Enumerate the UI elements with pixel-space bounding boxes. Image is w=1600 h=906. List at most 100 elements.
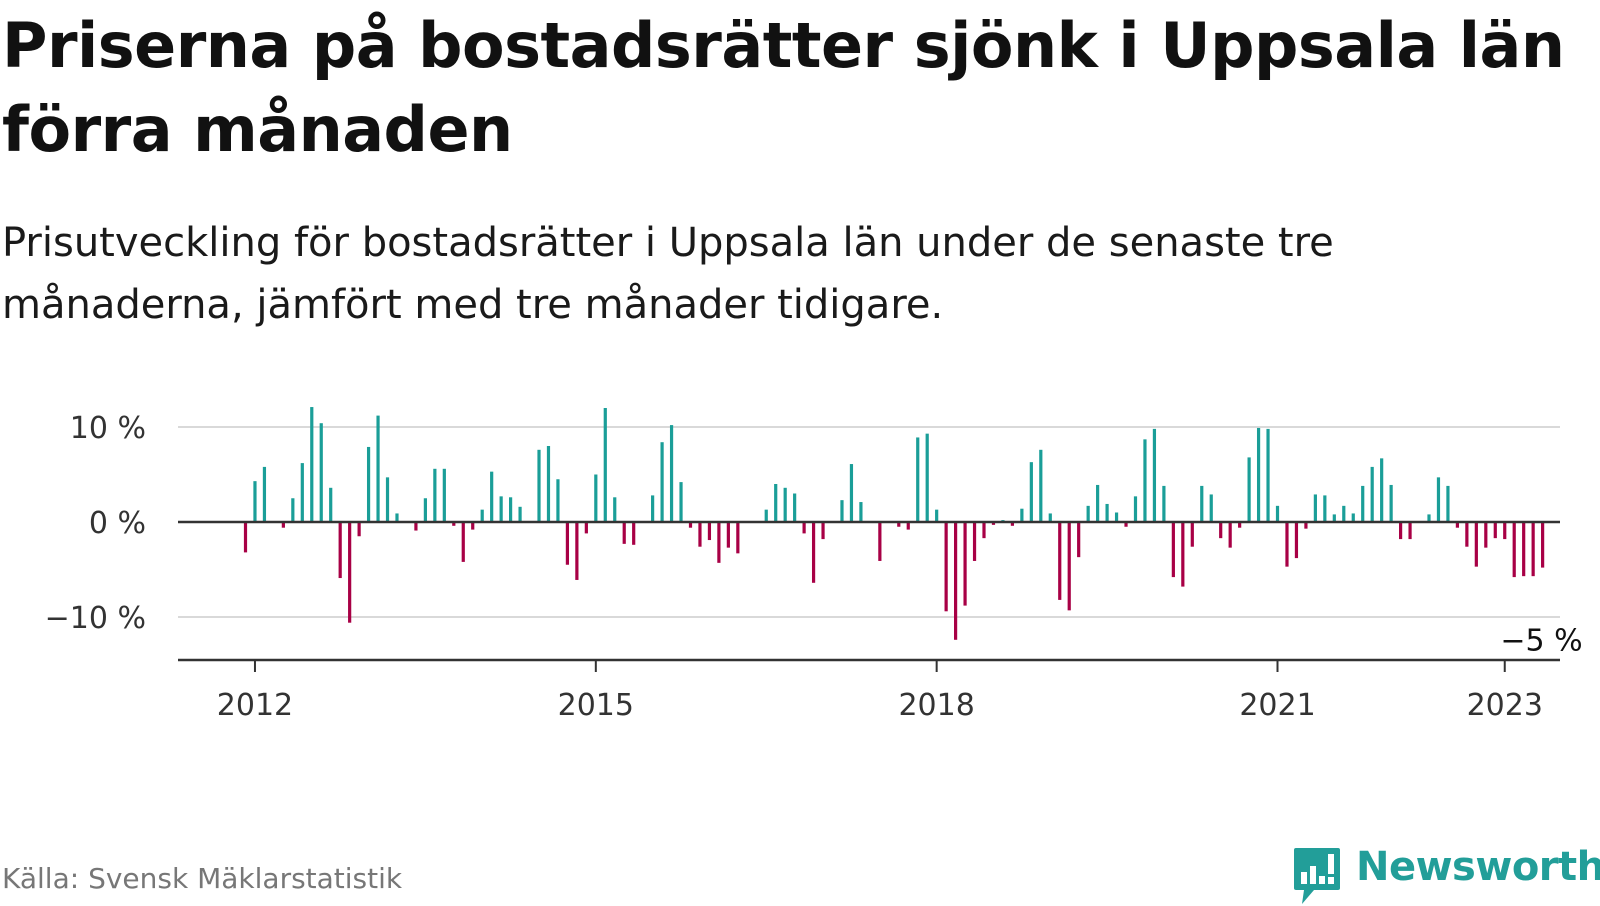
bar [253,481,257,522]
bar [679,482,683,522]
bar [603,408,607,522]
bar [329,487,333,522]
bar [1484,522,1488,548]
tick-labels: 10 % 0 % −10 % 2012 2015 2018 2021 2023 −5 % [45,411,1583,723]
bar [802,522,806,534]
bar [726,522,730,548]
bar [1294,522,1299,559]
bar [594,474,598,522]
bar [774,484,778,522]
bar [281,522,285,528]
bar [1455,522,1459,528]
bar [859,502,863,522]
bar [925,433,929,522]
bar [1048,513,1052,522]
x-tick-label: 2015 [558,688,634,723]
bar [452,522,456,526]
bar [821,522,825,540]
y-tick-label: −10 % [45,601,146,636]
bar [1039,449,1043,522]
bar [1408,522,1412,540]
bar [575,522,579,580]
bar [954,522,958,640]
bar [1313,494,1317,522]
bar [1446,485,1450,522]
bar [849,464,854,522]
bar [840,500,844,522]
bar [471,522,475,530]
bar [1522,522,1526,577]
x-tick-label: 2023 [1467,688,1543,723]
bar [310,407,314,522]
bar [490,471,494,522]
bar [1058,522,1062,600]
bar [1474,522,1478,567]
bar [376,415,380,522]
bar [632,522,636,545]
bar [1171,522,1175,578]
bar [1105,503,1109,522]
bar [1020,508,1024,522]
bar [1143,439,1147,522]
bar [698,522,702,547]
brand-logo[interactable]: Newsworthy [1292,844,1600,906]
bar-series [243,407,1545,640]
bar [348,522,352,623]
bar [1399,522,1403,540]
bar [366,446,371,522]
bar [1275,505,1280,522]
bar [707,522,712,541]
bar [963,522,967,606]
y-tick-label: 10 % [70,411,146,446]
bar [1152,428,1157,522]
bar [688,522,693,528]
bar-chart: 10 % 0 % −10 % 2012 2015 2018 2021 2023 −5 % [45,407,1583,723]
brand-name: Newsworthy [1356,844,1600,890]
bar [338,522,342,579]
bar [764,509,768,522]
bar [385,477,390,522]
bar [1389,484,1393,522]
bar [1096,484,1100,522]
bar [1086,505,1090,522]
bar [262,466,267,522]
bar [1436,477,1441,522]
bar [1427,514,1431,522]
bar [613,497,617,522]
bar [509,497,513,522]
bar [1029,462,1033,522]
bar [1256,427,1261,522]
bar [1351,513,1355,522]
bar [1266,428,1270,522]
bar [811,522,816,583]
bar [499,496,503,522]
bar [1067,522,1071,611]
bar [442,468,446,522]
bar [878,522,882,561]
bar [1465,522,1469,547]
bar [319,423,323,522]
bar [480,509,484,522]
bar [972,522,977,561]
bar [414,522,418,531]
bar [357,522,361,537]
axes [178,520,1560,672]
last-value-label: −5 % [1500,624,1582,659]
bar [1332,514,1336,522]
bar [395,513,399,522]
bar [916,437,920,522]
bar [1361,485,1365,522]
bar [1228,522,1232,548]
x-tick-label: 2018 [898,688,974,723]
bar [546,446,551,522]
bar [660,442,664,522]
bar [291,498,295,522]
bar [793,493,797,522]
bar [1077,522,1081,558]
bar [783,487,787,522]
bar [736,522,740,554]
chart-subtitle: Prisutveckling för bostadsrätter i Uppsa… [2,220,1334,328]
bar [1541,522,1545,568]
bar [1219,522,1223,539]
bar [556,479,560,522]
